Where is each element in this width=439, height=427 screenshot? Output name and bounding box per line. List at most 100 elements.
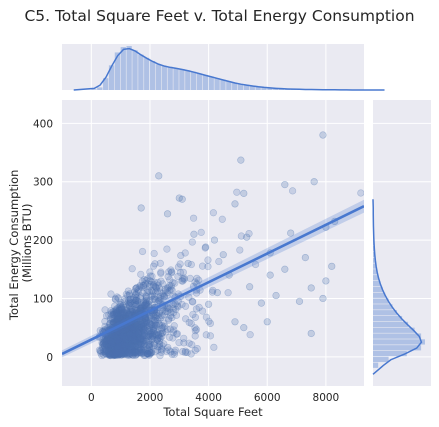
scatter-point — [125, 296, 133, 304]
scatter-point — [118, 340, 126, 348]
scatter-point — [112, 345, 120, 353]
marginal-x-bar — [179, 68, 185, 90]
scatter-point — [102, 339, 110, 347]
scatter-point — [145, 351, 153, 359]
scatter-point — [170, 326, 178, 334]
marginal-x-panel — [62, 44, 385, 91]
scatter-point — [127, 321, 135, 329]
scatter-point — [116, 346, 124, 355]
marginal-y-bar — [373, 310, 397, 316]
scatter-point — [122, 329, 130, 337]
scatter-point — [171, 348, 179, 356]
scatter-point — [120, 345, 128, 353]
scatter-point — [97, 347, 105, 355]
scatter-point — [164, 305, 172, 313]
scatter-point — [113, 328, 121, 336]
scatter-point — [137, 337, 145, 345]
scatter-point — [120, 344, 129, 352]
scatter-point — [139, 327, 147, 335]
scatter-point — [113, 309, 121, 318]
scatter-point — [157, 269, 165, 278]
scatter-point — [128, 346, 136, 354]
scatter-point — [104, 350, 113, 358]
scatter-point — [102, 312, 111, 320]
scatter-point — [113, 339, 121, 347]
scatter-point — [108, 308, 116, 316]
scatter-point — [135, 328, 144, 336]
scatter-point — [118, 331, 126, 339]
scatter-point — [136, 305, 144, 313]
scatter-point — [110, 311, 118, 319]
scatter-point — [102, 337, 110, 345]
scatter-point — [113, 311, 121, 320]
scatter-point — [181, 347, 190, 355]
scatter-point — [130, 349, 138, 357]
scatter-point — [169, 334, 177, 342]
scatter-point — [133, 339, 141, 347]
scatter-point — [121, 295, 129, 303]
scatter-point — [110, 338, 118, 346]
scatter-point — [174, 272, 182, 281]
scatter-point — [218, 215, 226, 223]
scatter-point — [150, 295, 158, 303]
scatter-point — [128, 327, 136, 335]
scatter-point — [112, 328, 120, 337]
scatter-point — [156, 259, 164, 267]
scatter-point — [111, 295, 120, 303]
scatter-point — [122, 350, 130, 358]
scatter-point — [138, 247, 147, 256]
scatter-point — [181, 302, 190, 310]
scatter-point — [115, 350, 123, 358]
scatter-point — [151, 260, 159, 268]
scatter-point — [167, 308, 175, 316]
scatter-point — [322, 277, 330, 285]
scatter-point — [136, 323, 144, 331]
scatter-point — [146, 312, 154, 320]
scatter-point — [142, 276, 150, 285]
scatter-point — [137, 304, 145, 313]
marginal-x-bar — [273, 88, 279, 90]
scatter-point — [121, 349, 129, 357]
scatter-point — [142, 334, 150, 342]
scatter-point — [111, 339, 120, 348]
scatter-point — [233, 188, 241, 196]
scatter-point — [112, 331, 120, 340]
scatter-point — [139, 345, 147, 353]
scatter-point — [243, 233, 251, 241]
scatter-point — [111, 330, 119, 338]
scatter-point — [148, 332, 157, 340]
scatter-point — [145, 288, 153, 296]
x-tick-label: 2000 — [137, 392, 164, 404]
scatter-point — [237, 232, 245, 240]
scatter-point — [131, 327, 139, 335]
scatter-point — [136, 340, 145, 348]
scatter-point — [101, 337, 110, 345]
scatter-point — [124, 287, 132, 295]
scatter-point — [117, 329, 125, 337]
scatter-point — [116, 348, 124, 356]
scatter-point — [139, 317, 147, 325]
scatter-point — [124, 323, 132, 331]
scatter-point — [301, 253, 309, 262]
scatter-point — [135, 307, 143, 315]
scatter-point — [131, 326, 139, 334]
scatter-point — [157, 314, 165, 322]
marginal-y-bar — [373, 263, 377, 269]
scatter-point — [137, 301, 145, 309]
scatter-point — [210, 236, 219, 244]
scatter-point — [124, 309, 132, 317]
scatter-point — [153, 336, 161, 344]
scatter-point — [129, 342, 137, 351]
scatter-point — [107, 348, 115, 356]
scatter-point — [180, 275, 188, 283]
marginal-y-bar — [373, 315, 403, 322]
scatter-point — [140, 351, 148, 359]
scatter-point — [98, 343, 107, 351]
scatter-point — [144, 300, 153, 308]
scatter-point — [121, 311, 130, 319]
scatter-point — [136, 344, 144, 352]
scatter-point — [153, 336, 161, 344]
scatter-point — [139, 289, 147, 297]
scatter-point — [132, 325, 140, 334]
scatter-point — [237, 156, 245, 164]
